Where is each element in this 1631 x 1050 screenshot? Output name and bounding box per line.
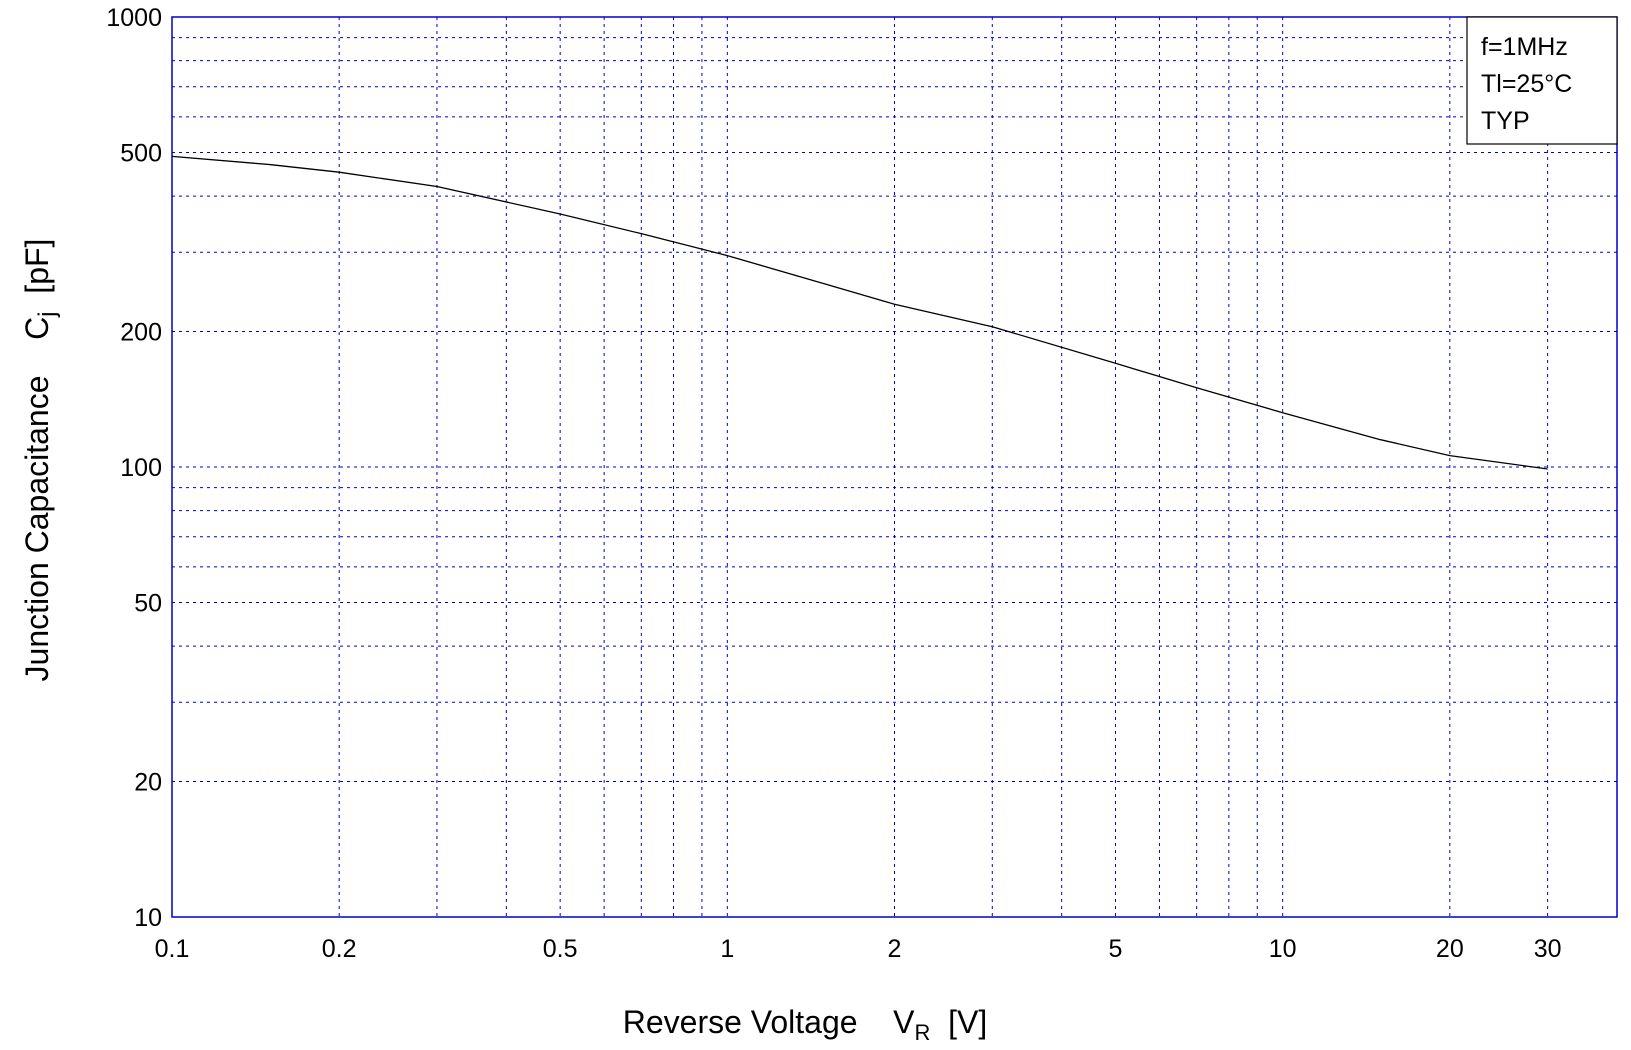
- x-tick-labels: 0.1 0.2 0.5 1 2 5 10 20 30: [155, 935, 1562, 963]
- x-tick-label: 2: [888, 935, 902, 963]
- x-axis-title-main: Reverse Voltage V: [623, 1004, 915, 1040]
- y-tick-labels: 10 20 50 100 200 500 1000: [106, 4, 162, 932]
- annotation-line: TYP: [1481, 107, 1530, 135]
- x-tick-label: 30: [1534, 935, 1562, 963]
- x-tick-label: 0.1: [155, 935, 190, 963]
- y-tick-label: 100: [120, 454, 162, 482]
- plot-frame: [171, 16, 1618, 918]
- y-tick-label: 20: [134, 769, 162, 797]
- x-tick-label: 1: [720, 935, 734, 963]
- x-axis-title: Reverse Voltage VR [V]: [623, 1004, 988, 1045]
- series-line-0: [171, 155, 1548, 470]
- y-tick-label: 50: [134, 589, 162, 617]
- grid-major: [172, 37, 1617, 783]
- y-axis-title: Junction Capacitance Cj [pF]: [19, 239, 61, 682]
- annotation-frame: [1466, 16, 1618, 145]
- x-axis-title-sub: R: [914, 1020, 930, 1045]
- annotation-line: f=1MHz: [1481, 33, 1568, 61]
- x-tick-label: 5: [1109, 935, 1123, 963]
- annotation-box: f=1MHz Tl=25°C TYP: [1466, 16, 1618, 145]
- y-axis-title-unit: [pF]: [19, 239, 55, 312]
- y-tick-label: 200: [120, 319, 162, 347]
- x-tick-label: 0.5: [543, 935, 578, 963]
- x-tick-label: 20: [1436, 935, 1464, 963]
- x-axis-title-unit: [V]: [930, 1004, 987, 1040]
- annotation-line: Tl=25°C: [1481, 70, 1572, 98]
- y-tick-label: 500: [120, 139, 162, 167]
- x-tick-label: 0.2: [322, 935, 357, 963]
- y-axis-title-sub: j: [34, 311, 61, 317]
- x-tick-label: 10: [1269, 935, 1297, 963]
- series-layer: [171, 155, 1548, 470]
- y-tick-label: 10: [134, 904, 162, 932]
- y-tick-label: 1000: [106, 4, 162, 32]
- y-axis-title-main: Junction Capacitance C: [19, 317, 55, 682]
